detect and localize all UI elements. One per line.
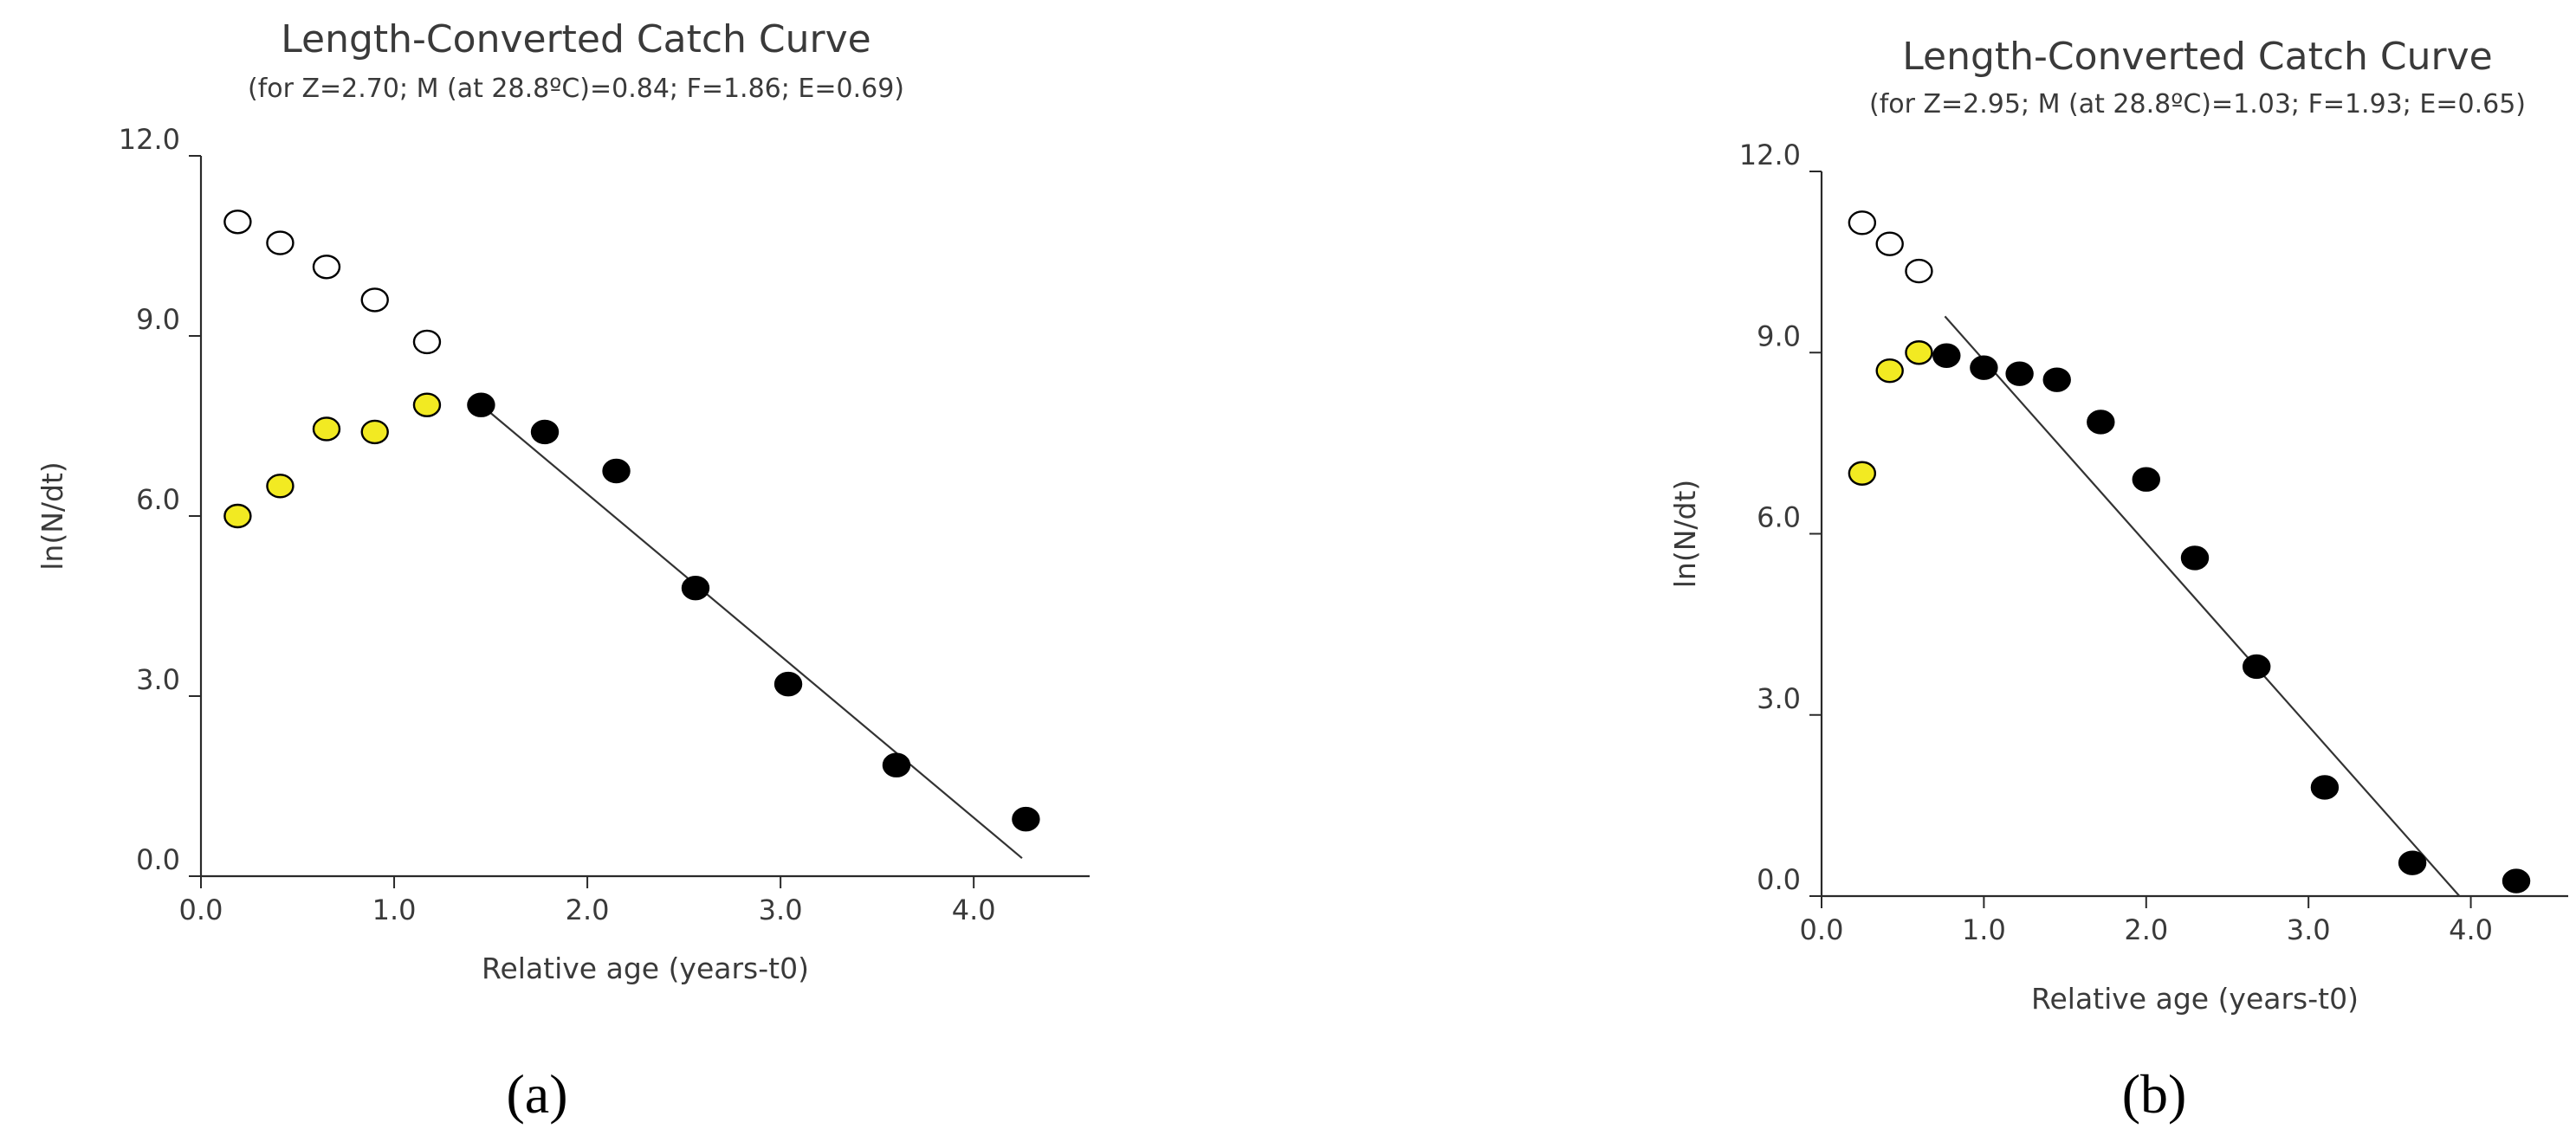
- chart-subtitle: (for Z=2.70; M (at 28.8ºC)=0.84; F=1.86;…: [248, 74, 904, 104]
- chart-panel-b: Length-Converted Catch Curve (for Z=2.95;…: [1288, 0, 2576, 1129]
- open-point: [312, 255, 341, 280]
- filled-point: [2310, 775, 2340, 800]
- yellow-point: [1905, 340, 1933, 365]
- chart-title: Length-Converted Catch Curve: [281, 17, 871, 61]
- x-axis-label: Relative age (years-t0): [2031, 982, 2359, 1016]
- x-tick-label: 1.0: [372, 894, 417, 926]
- chart-title: Length-Converted Catch Curve: [1902, 35, 2492, 79]
- filled-point: [530, 419, 560, 445]
- x-tick-label: 3.0: [2287, 913, 2331, 946]
- y-axis-label: ln(N/dt): [1668, 480, 1702, 589]
- y-tick-label: 6.0: [1757, 501, 1801, 534]
- catch-curve-chart-b: Length-Converted Catch Curve (for Z=2.95;…: [1668, 35, 2568, 1125]
- filled-point: [2398, 850, 2427, 875]
- yellow-point: [1875, 358, 1904, 384]
- yellow-point: [223, 503, 252, 529]
- x-tick-label: 2.0: [2124, 913, 2168, 946]
- open-point: [1905, 258, 1933, 284]
- open-point: [1848, 210, 1877, 235]
- regression-line: [1944, 315, 2461, 897]
- yellow-point: [412, 392, 442, 417]
- open-point: [266, 230, 294, 255]
- yellow-point: [1848, 461, 1877, 486]
- filled-point: [2243, 654, 2271, 680]
- x-tick-label: 1.0: [1962, 913, 2006, 946]
- y-tick-label: 9.0: [1757, 319, 1801, 352]
- y-tick-label: 6.0: [136, 483, 180, 516]
- x-tick-label: 3.0: [759, 894, 803, 926]
- filled-point: [2132, 467, 2160, 492]
- chart-subtitle: (for Z=2.95; M (at 28.8ºC)=1.03; F=1.93;…: [1869, 89, 2526, 119]
- y-axis-label: ln(N/dt): [36, 461, 69, 571]
- y-tick-label: 3.0: [136, 663, 180, 696]
- filled-point: [2042, 367, 2071, 392]
- yellow-point: [312, 416, 341, 442]
- filled-point: [2087, 410, 2115, 435]
- filled-point: [773, 671, 803, 697]
- x-tick-label: 0.0: [1800, 913, 1844, 946]
- filled-point: [1012, 806, 1040, 832]
- yellow-point: [360, 419, 389, 445]
- open-point: [360, 287, 389, 313]
- x-tick-label: 4.0: [952, 894, 996, 926]
- regression-line: [480, 403, 1023, 860]
- open-point: [223, 210, 252, 235]
- chart-panel-a: Length-Converted Catch Curve (for Z=2.70;…: [36, 17, 1090, 1125]
- x-tick-label: 0.0: [179, 894, 223, 926]
- x-tick-label: 4.0: [2449, 913, 2493, 946]
- filled-point: [2005, 361, 2034, 386]
- y-tick-label: 0.0: [136, 843, 180, 876]
- x-axis-label: Relative age (years-t0): [482, 952, 809, 985]
- filled-point: [602, 458, 631, 484]
- filled-point: [2180, 545, 2210, 571]
- catch-curve-chart-a: Length-Converted Catch Curve (for Z=2.70;…: [36, 17, 1090, 1125]
- y-tick-label: 9.0: [136, 303, 180, 336]
- x-tick-label: 2.0: [566, 894, 610, 926]
- filled-point: [882, 752, 911, 777]
- y-tick-label: 3.0: [1757, 682, 1801, 715]
- panel-label-a: (a): [506, 1063, 567, 1125]
- filled-point: [2502, 868, 2531, 894]
- filled-point: [467, 392, 495, 417]
- filled-point: [1970, 355, 1998, 380]
- yellow-point: [266, 474, 294, 499]
- y-tick-label: 0.0: [1757, 863, 1801, 896]
- y-tick-label: 12.0: [119, 123, 180, 156]
- filled-point: [681, 576, 710, 601]
- open-point: [412, 329, 442, 355]
- panel-label-b: (b): [2122, 1063, 2187, 1125]
- y-tick-label: 12.0: [1739, 139, 1801, 171]
- open-point: [1875, 231, 1904, 256]
- filled-point: [1932, 343, 1961, 368]
